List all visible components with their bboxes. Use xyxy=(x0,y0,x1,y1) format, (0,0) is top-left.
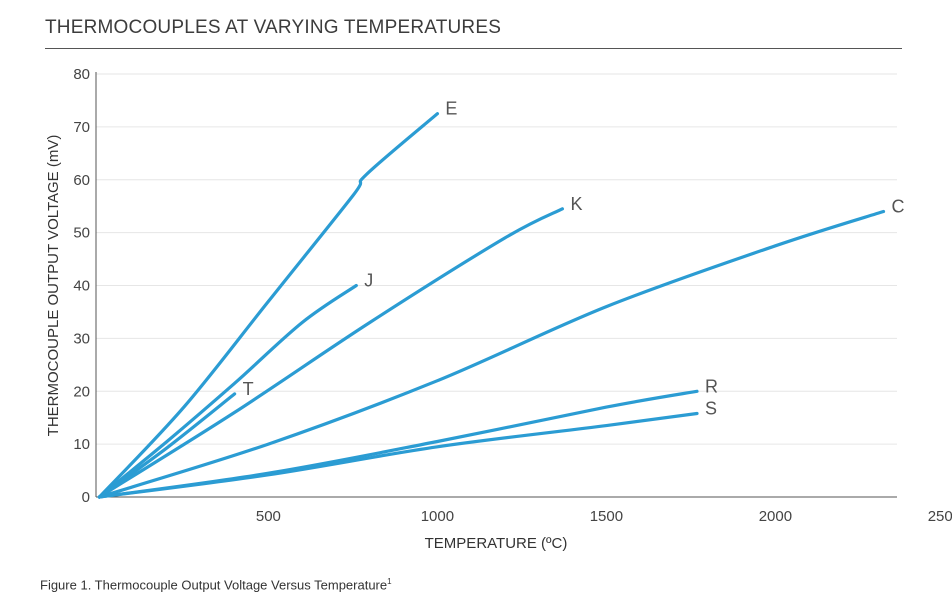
y-tick-label-50: 50 xyxy=(73,225,90,242)
caption-footnote-mark: 1 xyxy=(387,577,392,586)
title-divider xyxy=(45,48,902,49)
chart-title: THERMOCOUPLES AT VARYING TEMPERATURES xyxy=(45,17,502,38)
y-axis-title: THERMOCOUPLE OUTPUT VOLTAGE (mV) xyxy=(45,135,62,437)
figure-caption: Figure 1. Thermocouple Output Voltage Ve… xyxy=(40,577,392,592)
y-tick-label-30: 30 xyxy=(73,330,90,347)
series-label-S: S xyxy=(705,398,717,418)
series-label-E: E xyxy=(445,99,457,119)
y-tick-label-40: 40 xyxy=(73,278,90,295)
series-label-C: C xyxy=(892,196,905,216)
series-line-K xyxy=(97,207,564,499)
x-tick-label-2000: 2000 xyxy=(759,508,792,525)
x-tick-label-1000: 1000 xyxy=(421,508,454,525)
y-tick-label-10: 10 xyxy=(73,436,90,453)
series-label-J: J xyxy=(364,271,373,291)
y-tick-label-70: 70 xyxy=(73,119,90,136)
x-tick-label-1500: 1500 xyxy=(590,508,623,525)
series-label-K: K xyxy=(570,194,582,214)
x-tick-label-500: 500 xyxy=(256,508,281,525)
series-line-C xyxy=(97,209,886,499)
series-label-T: T xyxy=(243,379,254,399)
series-line-E xyxy=(97,112,439,499)
series-label-R: R xyxy=(705,376,718,396)
x-axis-title: TEMPERATURE (ºC) xyxy=(425,535,568,552)
series-line-J xyxy=(97,283,358,499)
y-tick-label-20: 20 xyxy=(73,383,90,400)
x-tick-label-2500: 2500 xyxy=(928,508,952,525)
series-line-S xyxy=(97,411,699,499)
y-tick-label-0: 0 xyxy=(82,489,90,506)
caption-text: Figure 1. Thermocouple Output Voltage Ve… xyxy=(40,577,388,593)
y-tick-label-80: 80 xyxy=(73,66,90,83)
y-tick-label-60: 60 xyxy=(73,172,90,189)
